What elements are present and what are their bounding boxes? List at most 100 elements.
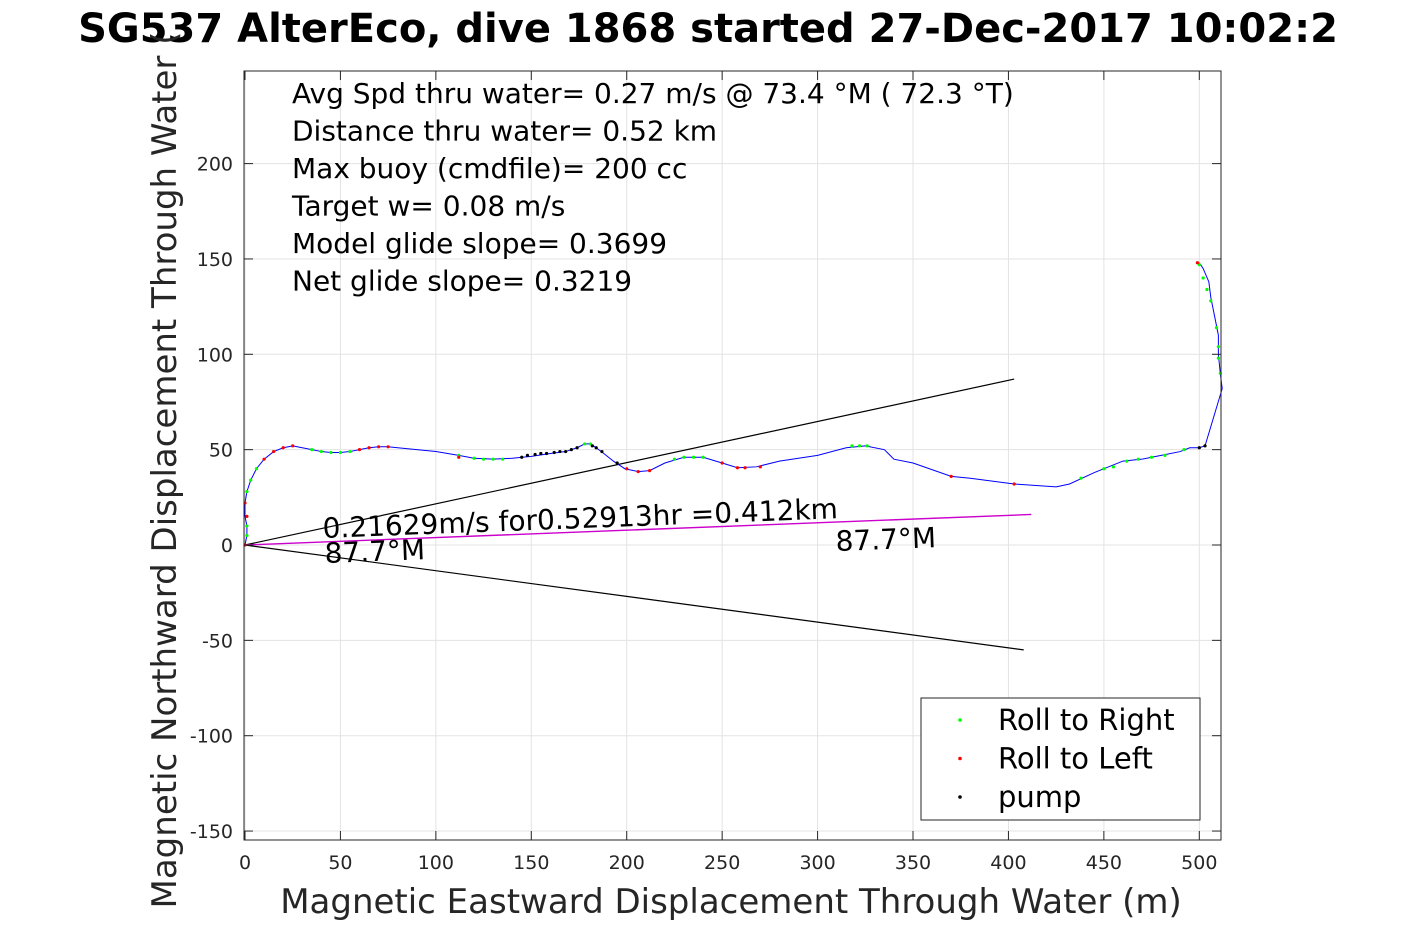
roll-left-point	[281, 446, 285, 450]
axis-labels: Magnetic Eastward Displacement Through W…	[145, 32, 1182, 922]
stats-text: Avg Spd thru water= 0.27 m/s @ 73.4 °M (…	[291, 77, 1014, 298]
roll-left-point	[367, 446, 371, 450]
pump-point	[594, 446, 598, 450]
heading-label-start: 87.7°M	[324, 533, 426, 570]
roll-right-point	[701, 455, 705, 459]
roll-right-point	[1182, 448, 1186, 452]
stats-line: Max buoy (cmdfile)= 200 cc	[292, 152, 687, 185]
markers	[243, 261, 1222, 547]
roll-left-point	[720, 461, 724, 465]
pump-point	[1197, 446, 1201, 450]
legend-marker	[958, 795, 962, 799]
roll-right-point	[1125, 459, 1129, 463]
roll-right-point	[1214, 326, 1219, 330]
cone-lines	[244, 378, 1024, 651]
roll-right-point	[850, 444, 854, 448]
heading-label-end: 87.7°M	[835, 521, 937, 558]
tick-labels: 0 50 100 150 200 250 300 350 400 450 500-150-100-5…	[190, 154, 1218, 874]
roll-right-point	[1216, 345, 1220, 349]
roll-right-point	[254, 467, 259, 471]
stats-line: Target w= 0.08 m/s	[291, 190, 565, 223]
roll-right-point	[245, 533, 249, 538]
x-tick-label: 250	[704, 852, 740, 874]
y-tick-label: 0	[221, 535, 233, 557]
legend: Roll to Right Roll to Left pump	[920, 697, 1201, 821]
pump-point	[590, 444, 594, 448]
x-tick-label: 350	[895, 852, 931, 874]
roll-right-point	[245, 490, 249, 494]
roll-left-point	[357, 448, 362, 452]
roll-right-point	[865, 444, 869, 448]
x-axis-label: Magnetic Eastward Displacement Through W…	[280, 882, 1182, 922]
stats-line: Avg Spd thru water= 0.27 m/s @ 73.4 °M (…	[292, 77, 1014, 110]
x-tick-label: 200	[609, 852, 645, 874]
roll-left-point	[377, 445, 381, 449]
x-tick-label: 0	[239, 852, 251, 874]
roll-right-point	[338, 450, 343, 455]
axes-box	[243, 70, 1222, 841]
roll-right-point	[1111, 465, 1116, 469]
pump-point	[544, 451, 549, 456]
pump-point	[552, 450, 556, 455]
roll-right-point	[1163, 453, 1167, 457]
pump-point	[575, 446, 579, 450]
current-vector-line	[244, 513, 1032, 546]
roll-right-point	[249, 478, 253, 482]
roll-left-point	[386, 445, 390, 449]
roll-right-point	[1079, 476, 1083, 480]
pump-point	[533, 452, 537, 457]
annotations: Avg Spd thru water= 0.27 m/s @ 73.4 °M (…	[291, 77, 1014, 570]
pump-point	[569, 448, 573, 452]
legend-box	[920, 697, 1201, 821]
roll-left-point	[758, 465, 762, 469]
upper-cone-line	[244, 378, 1015, 546]
roll-left-point	[291, 444, 295, 448]
stats-line: Net glide slope= 0.3219	[292, 265, 632, 298]
roll-right-point	[672, 457, 677, 461]
track-series	[244, 262, 1223, 546]
pump-point	[558, 449, 562, 454]
y-tick-label: 200	[197, 154, 233, 176]
roll-right-point	[1149, 455, 1154, 459]
roll-right-point	[472, 456, 476, 460]
y-tick-label: 150	[197, 249, 233, 271]
y-tick-label: -100	[190, 726, 233, 748]
current-line	[244, 513, 1032, 546]
roll-right-point	[329, 450, 333, 455]
y-tick-label: -150	[190, 821, 233, 843]
x-tick-label: 50	[328, 852, 352, 874]
legend-label: Roll to Left	[998, 742, 1153, 776]
roll-left-point	[262, 457, 266, 461]
y-tick-label: 100	[197, 344, 233, 366]
pump-point	[520, 455, 524, 459]
x-tick-label: 150	[513, 852, 549, 874]
pump-point	[1203, 444, 1207, 448]
roll-right-point	[1136, 457, 1140, 461]
roll-right-point	[1201, 276, 1205, 280]
roll-left-point	[636, 469, 640, 474]
roll-right-point	[245, 524, 249, 528]
roll-right-point	[501, 457, 505, 461]
roll-right-point	[1209, 299, 1213, 303]
roll-left-point	[949, 474, 953, 478]
legend-label: Roll to Right	[998, 703, 1175, 737]
axes	[243, 70, 1222, 841]
y-axis-label: Magnetic Northward Displacement Through …	[145, 32, 185, 909]
pump-point	[525, 453, 530, 457]
roll-right-point	[583, 442, 587, 446]
legend-marker	[958, 756, 962, 761]
chart-title: SG537 AlterEco, dive 1868 started 27-Dec…	[78, 6, 1338, 52]
y-tick-label: -50	[202, 630, 233, 652]
roll-right-point	[319, 449, 323, 454]
x-tick-label: 300	[799, 852, 835, 874]
stats-line: Distance thru water= 0.52 km	[292, 115, 717, 148]
roll-left-point	[1012, 482, 1016, 486]
stats-line: Model glide slope= 0.3699	[292, 227, 667, 260]
legend-marker	[958, 718, 962, 722]
x-tick-label: 100	[418, 852, 454, 874]
roll-right-point	[691, 455, 696, 459]
roll-right-point	[1216, 356, 1220, 360]
roll-left-point	[743, 466, 747, 470]
pump-point	[564, 449, 568, 454]
